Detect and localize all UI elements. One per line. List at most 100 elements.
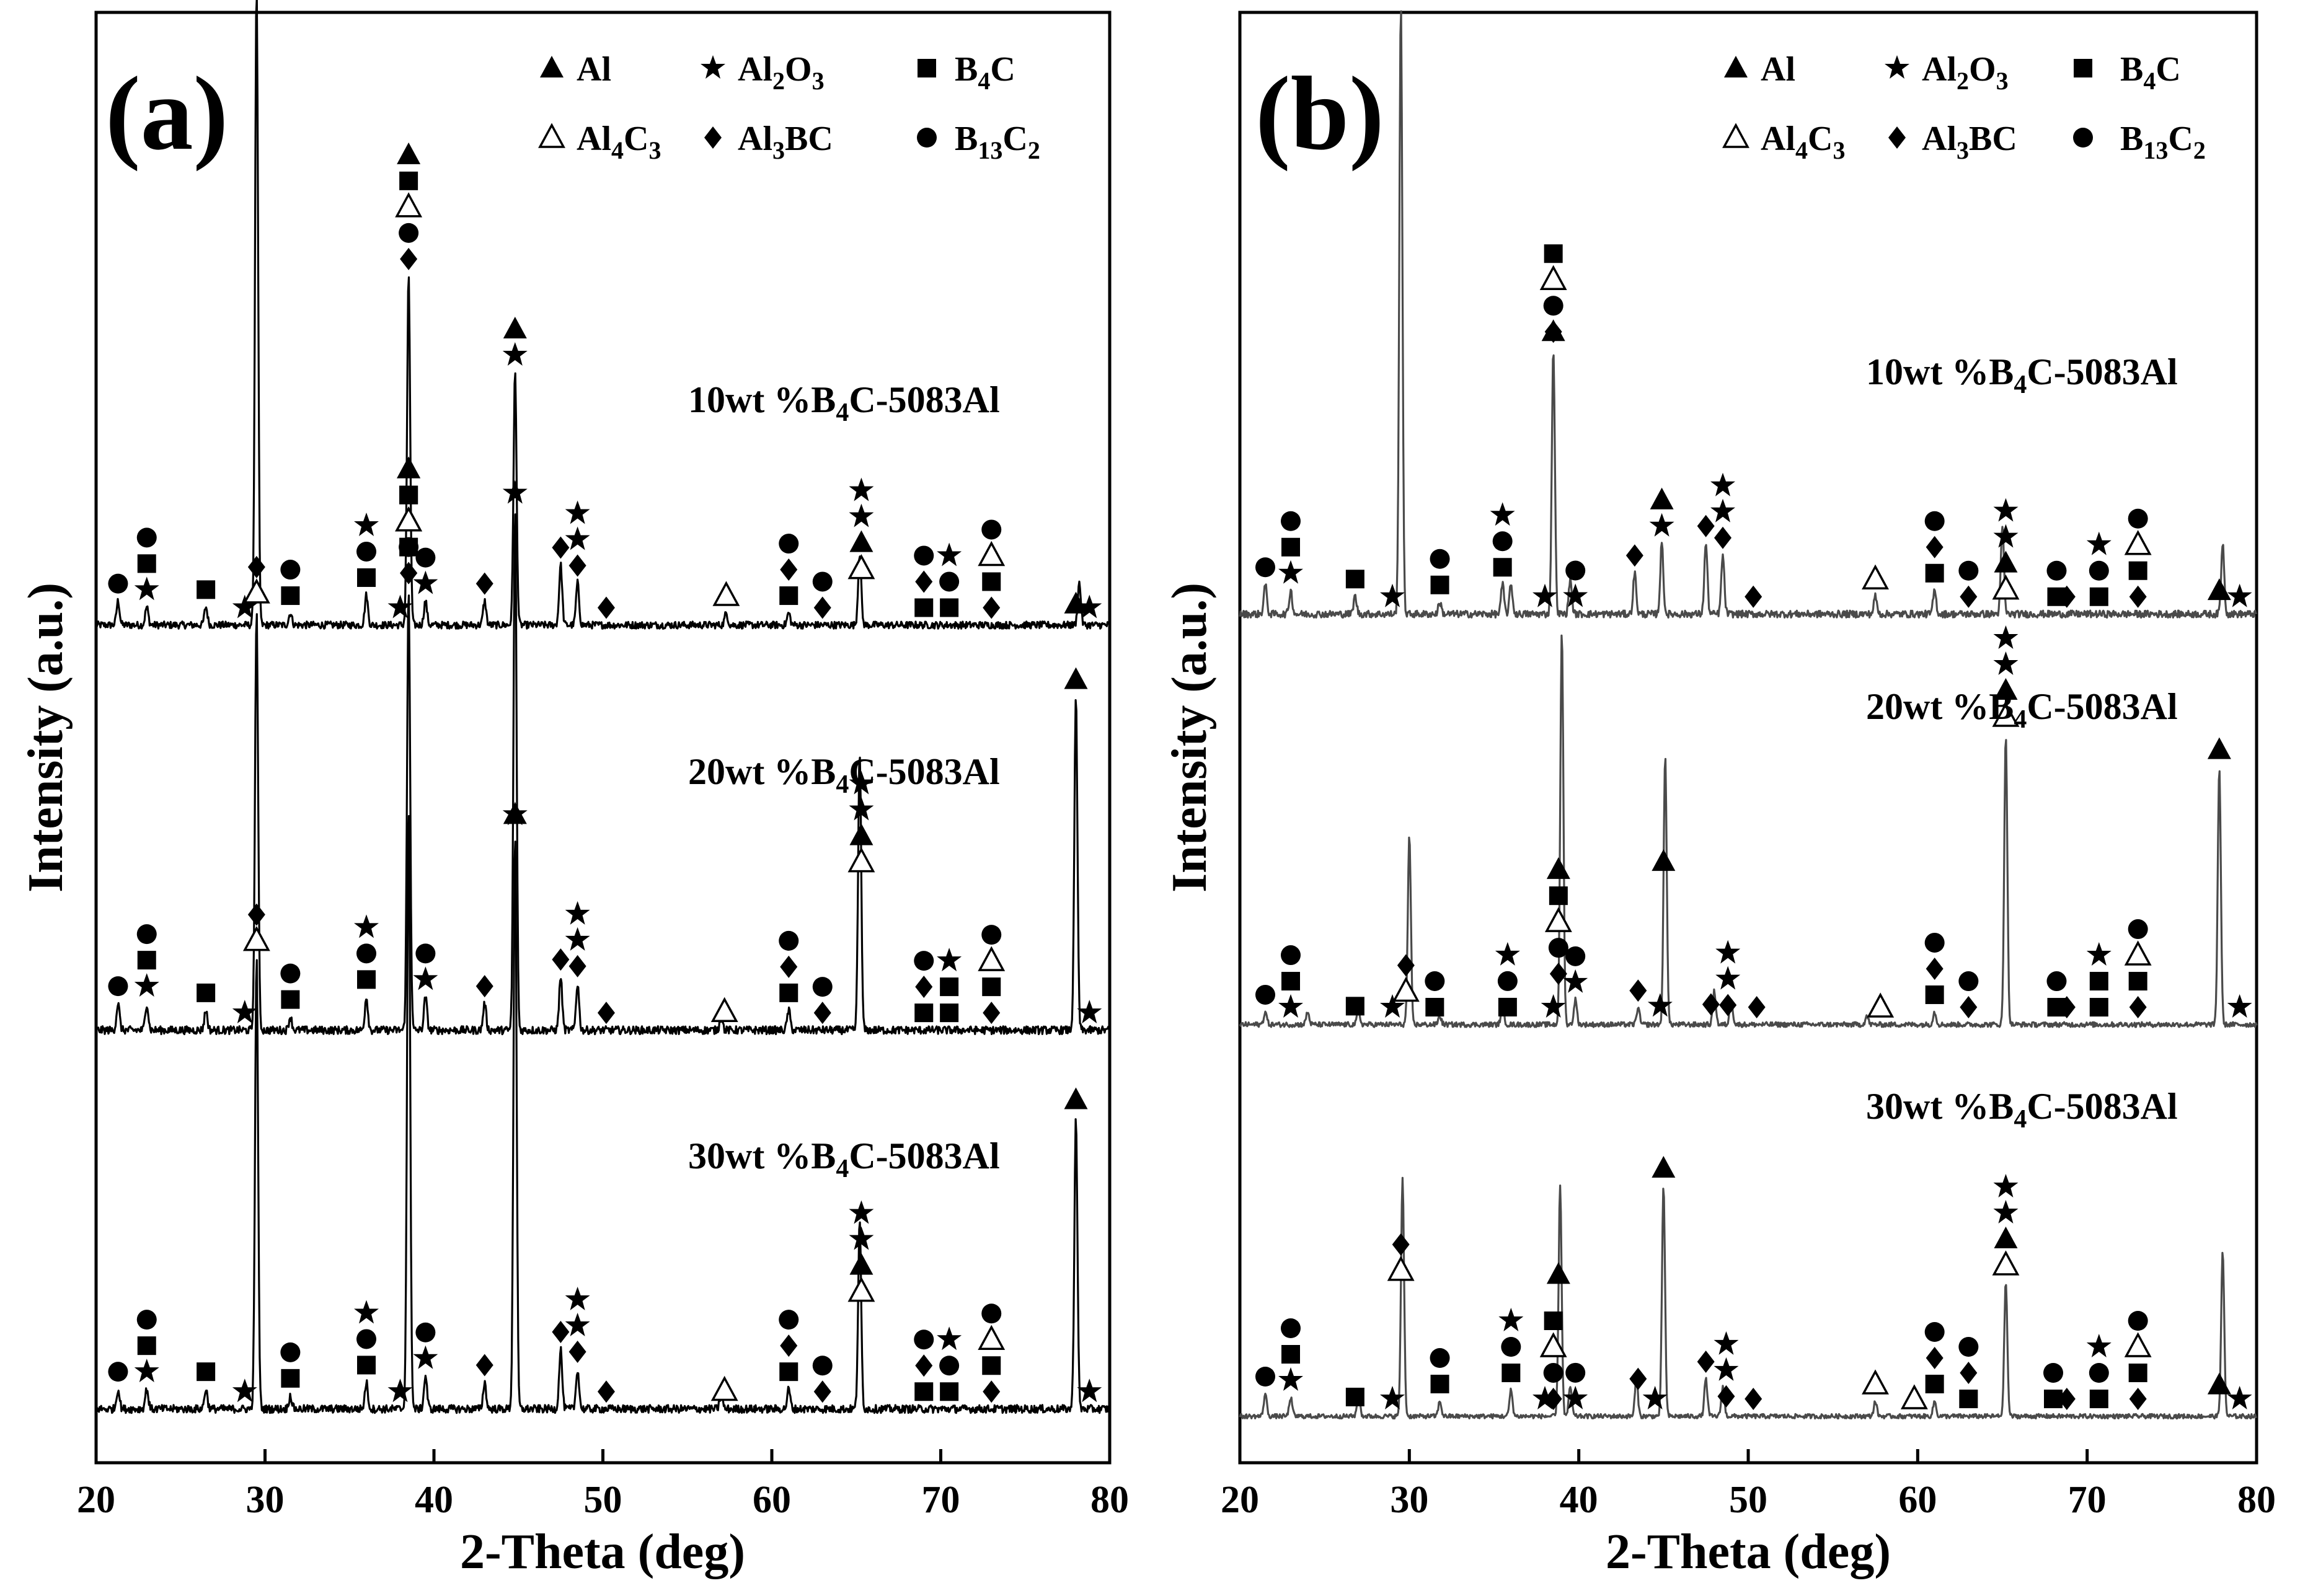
phase-marker-star: [1278, 994, 1303, 1018]
phase-marker-star: [1532, 583, 1557, 607]
phase-marker-circle: [1255, 1367, 1275, 1387]
phase-marker-square: [779, 586, 798, 606]
panel-b-legend: Al Al2O3 B4C Al4C3 Al3BC B13C2: [1723, 50, 2206, 164]
legend-al3bc-label: Al3BC: [738, 120, 833, 164]
phase-marker-circle: [1924, 1322, 1945, 1342]
phase-marker-circle: [939, 571, 960, 592]
panel-a-legend: Al Al2O3 B4C Al4C3 Al3BC B13C2: [539, 50, 1040, 164]
phase-marker-square: [357, 1356, 376, 1375]
phase-marker-circle: [356, 1329, 376, 1349]
phase-marker-circle: [914, 545, 934, 566]
phase-marker-circle: [1430, 549, 1450, 569]
phase-marker-square: [2089, 587, 2108, 606]
phase-marker-star: [1993, 524, 2019, 548]
phase-marker-diamond: [915, 570, 933, 593]
phase-marker-star: [387, 1378, 413, 1403]
phase-marker-diamond: [597, 596, 615, 619]
phase-marker-square: [1501, 1364, 1521, 1382]
legend-b13c2-label: B13C2: [2120, 120, 2206, 164]
phase-marker-star: [937, 542, 962, 567]
series-line: [95, 0, 1110, 630]
phase-marker-circle: [812, 977, 833, 997]
phase-marker-triangle-filled: [1546, 1262, 1570, 1284]
phase-marker-circle: [280, 963, 301, 984]
panel-a-frame: [94, 11, 1112, 1465]
phase-marker-diamond: [475, 1354, 493, 1377]
panel-b-series-1-label: 10wt %B4C-5083Al: [1866, 351, 2178, 399]
phase-marker-diamond: [552, 536, 570, 559]
phase-marker-circle: [914, 951, 934, 971]
phase-marker-square: [1430, 1375, 1449, 1393]
phase-marker-triangle-open: [244, 580, 270, 604]
phase-marker-star: [1710, 498, 1735, 522]
panel-a-label: (a): [105, 55, 228, 172]
phase-marker-circle: [981, 925, 1002, 945]
legend-al2o3-label: Al2O3: [738, 50, 825, 95]
phase-marker-circle: [779, 534, 799, 554]
phase-marker-diamond: [780, 558, 798, 581]
phase-marker-star: [1715, 940, 1741, 964]
phase-marker-triangle-filled: [1652, 849, 1676, 871]
phase-marker-diamond: [475, 572, 493, 595]
legend-al4c3-icon: [539, 124, 565, 148]
phase-marker-star: [134, 1359, 159, 1383]
phase-marker-circle: [779, 930, 799, 951]
phase-marker-star: [1642, 1386, 1668, 1409]
phase-marker-triangle-filled: [1650, 487, 1674, 509]
phase-marker-triangle-filled: [1546, 857, 1570, 880]
phase-marker-triangle-open: [1546, 908, 1572, 932]
phase-marker-square: [197, 983, 216, 1002]
phase-marker-square: [1544, 1311, 1563, 1330]
phase-marker-star: [565, 1313, 590, 1337]
panel-b-xlabel: 2-Theta (deg): [1606, 1525, 1891, 1579]
phase-marker-square: [940, 598, 959, 617]
phase-marker-circle: [812, 571, 833, 592]
phase-marker-diamond: [1392, 1233, 1410, 1256]
phase-marker-square: [1925, 985, 1944, 1004]
phase-marker-circle: [779, 1310, 799, 1330]
phase-marker-square: [982, 572, 1001, 591]
panel-b-label: (b): [1255, 55, 1384, 172]
x-tick-label: 70: [2068, 1479, 2107, 1521]
phase-marker-square: [779, 1362, 798, 1382]
legend-b13c2-icon: [917, 128, 937, 148]
phase-marker-triangle-open: [1387, 1257, 1414, 1281]
phase-marker-circle: [1501, 1337, 1521, 1357]
phase-marker-square: [357, 970, 376, 989]
phase-marker-diamond: [400, 247, 418, 270]
phase-marker-circle: [1958, 560, 1979, 581]
phase-marker-diamond: [1960, 1362, 1978, 1384]
phase-marker-diamond: [568, 955, 586, 977]
phase-marker-star: [1278, 560, 1303, 584]
phase-marker-circle: [914, 1329, 934, 1350]
phase-marker-star: [1993, 1174, 2019, 1197]
legend-al-label: Al: [577, 50, 611, 89]
phase-marker-star: [565, 526, 590, 550]
phase-marker-square: [1281, 1345, 1300, 1364]
legend-b13c2-icon: [2073, 128, 2093, 148]
phase-marker-square: [357, 568, 376, 587]
phase-marker-triangle-open: [848, 1277, 875, 1302]
phase-marker-square: [1281, 972, 1300, 991]
phase-marker-diamond: [780, 1334, 798, 1357]
phase-marker-triangle-open: [2125, 531, 2151, 555]
phase-marker-circle: [1492, 531, 1513, 552]
phase-marker-circle: [356, 943, 376, 964]
phase-marker-triangle-open: [1992, 575, 2019, 600]
series-line: [1239, 1176, 2258, 1420]
legend-al-icon: [540, 56, 564, 77]
phase-marker-triangle-open: [396, 193, 422, 218]
phase-marker-square: [197, 580, 216, 599]
phase-marker-triangle-open: [1540, 266, 1567, 290]
panel-b-series-3-label: 30wt %B4C-5083Al: [1866, 1086, 2178, 1134]
phase-marker-circle: [399, 223, 419, 243]
phase-marker-diamond: [813, 1002, 831, 1025]
phase-marker-star: [413, 1345, 438, 1369]
phase-marker-square: [1549, 886, 1568, 906]
phase-marker-square: [2089, 1390, 2108, 1408]
phase-marker-triangle-filled: [2207, 578, 2231, 601]
phase-marker-star: [354, 1300, 379, 1324]
phase-marker-triangle-filled: [849, 530, 873, 552]
phase-marker-triangle-open: [1992, 1251, 2019, 1276]
